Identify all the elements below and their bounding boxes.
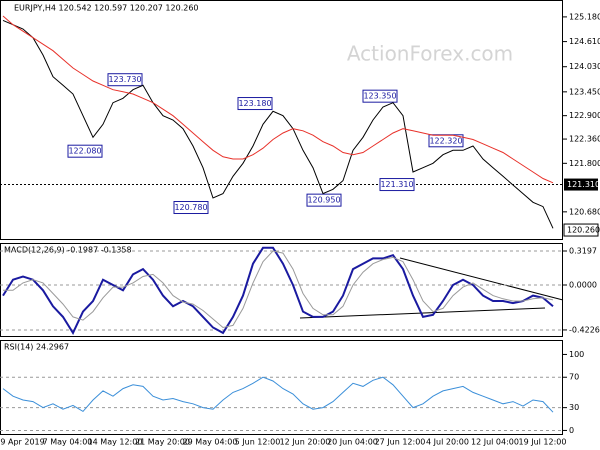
annotation: 122.080 [68, 147, 101, 156]
rsi-frame [0, 340, 563, 435]
macd-title: MACD(12,26,9) -0.1987 -0.1358 [4, 246, 132, 255]
x-tick-label: 27 Jun 12:00 [375, 438, 426, 447]
x-tick-label: 14 May 12:00 [88, 438, 143, 447]
annotation-box [362, 89, 398, 103]
y-tick-label: 124.610 [569, 37, 600, 46]
y-tick-label: 122.360 [569, 135, 600, 144]
annotation-box [237, 97, 273, 111]
annotation-box [379, 178, 415, 192]
y-tick-label: 30 [569, 403, 579, 412]
last-price-box [563, 223, 599, 237]
annotation-box [173, 201, 209, 215]
y-tick-label: -0.4226 [569, 325, 600, 334]
y-tick-label: 0.3197 [569, 247, 597, 256]
series-line [2, 376, 554, 413]
y-tick-label: 120.680 [569, 207, 600, 216]
x-tick-label: 20 Jun 04:00 [327, 438, 378, 447]
x-tick-label: 29 Apr 2019 [0, 438, 45, 447]
annotation: 123.180 [238, 99, 271, 108]
x-tick-label: 12 Jul 04:00 [471, 438, 519, 447]
series-line [2, 15, 554, 184]
y-tick-label: 70 [569, 373, 579, 382]
y-tick-label: 122.900 [569, 111, 600, 120]
x-tick-label: 21 May 20:00 [135, 438, 190, 447]
x-tick-label: 5 Jun 12:00 [235, 438, 281, 447]
price-frame [0, 0, 563, 240]
annotation: 122.320 [429, 136, 462, 145]
y-tick-label: 0 [569, 426, 574, 435]
level-label: 121.310 [567, 180, 600, 189]
x-tick-label: 7 May 04:00 [43, 438, 93, 447]
x-tick-label: 19 Jul 12:00 [519, 438, 567, 447]
trendline [299, 307, 546, 319]
x-tick-label: 29 May 04:00 [183, 438, 238, 447]
macd-frame [0, 243, 563, 337]
annotation-box [306, 193, 342, 207]
rsi-title: RSI(14) 24.2967 [4, 343, 69, 352]
x-tick-label: 4 Jul 20:00 [426, 438, 469, 447]
trendline [399, 257, 564, 301]
last-price-label: 120.260 [567, 226, 600, 235]
y-tick-label: 121.800 [569, 159, 600, 168]
level-box [564, 178, 598, 191]
watermark: ActionForex.com [347, 42, 513, 66]
x-tick-label: 12 Jun 20:00 [280, 438, 331, 447]
annotation-box [67, 144, 103, 158]
y-tick-label: 125.180 [569, 12, 600, 21]
y-tick-label: 123.450 [569, 87, 600, 96]
annotation: 120.950 [307, 196, 340, 205]
annotation: 123.350 [363, 92, 396, 101]
series-line [2, 19, 554, 229]
annotation: 120.780 [174, 203, 207, 212]
annotation: 123.730 [108, 75, 141, 84]
y-tick-label: 0.0000 [569, 281, 597, 290]
annotation: 121.310 [380, 180, 413, 189]
series-line [2, 246, 554, 335]
annotation-box [107, 73, 143, 87]
y-tick-label: 100 [569, 350, 584, 359]
price-title: EURJPY,H4 120.542 120.597 120.207 120.26… [14, 4, 199, 13]
series-line [3, 250, 554, 329]
y-tick-label: 124.030 [569, 62, 600, 71]
